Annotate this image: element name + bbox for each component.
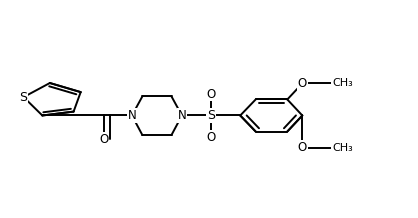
- Text: O: O: [99, 133, 109, 146]
- Text: S: S: [207, 109, 215, 122]
- Text: CH₃: CH₃: [332, 143, 353, 153]
- Text: O: O: [206, 88, 216, 101]
- Text: O: O: [298, 141, 307, 154]
- Text: S: S: [20, 91, 28, 104]
- Text: N: N: [127, 109, 136, 122]
- Text: O: O: [298, 77, 307, 90]
- Text: CH₃: CH₃: [332, 78, 353, 89]
- Text: O: O: [206, 131, 216, 144]
- Text: N: N: [178, 109, 186, 122]
